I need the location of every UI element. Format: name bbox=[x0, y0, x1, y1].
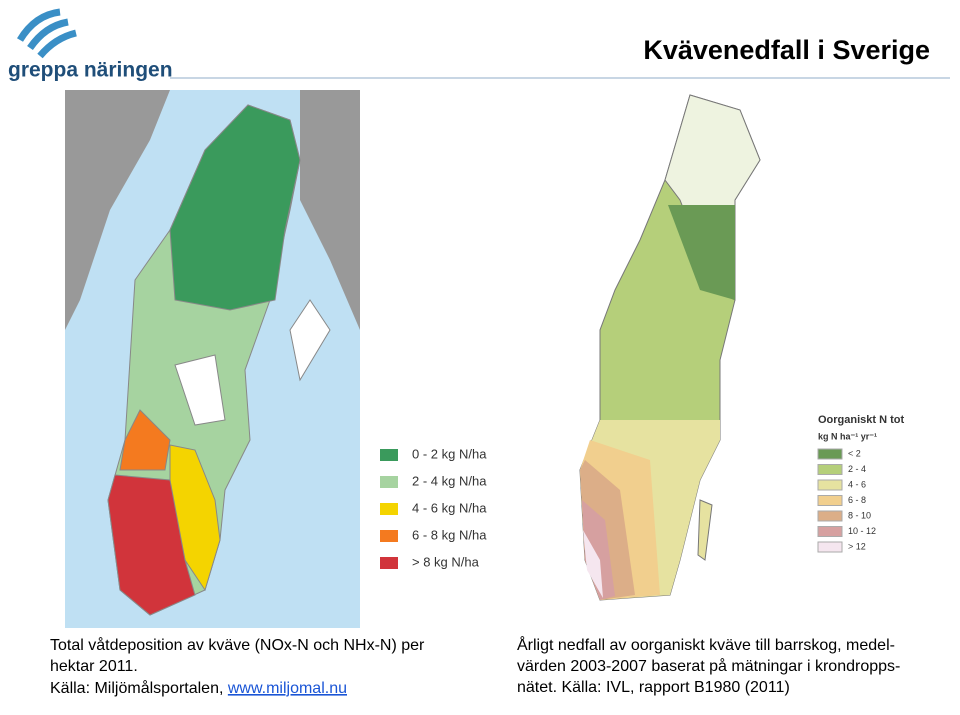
logo-arc bbox=[37, 29, 77, 59]
logo: greppa näringen bbox=[8, 8, 173, 82]
region-island bbox=[289, 299, 331, 382]
region-lt2 bbox=[668, 205, 735, 300]
legend-swatch bbox=[817, 510, 843, 522]
legend-swatch bbox=[380, 476, 398, 488]
caption-line: Total våtdeposition av kväve (NOx-N och … bbox=[50, 636, 425, 654]
logo-arc bbox=[16, 8, 61, 42]
caption-line: nätet. Källa: IVL, rapport B1980 (2011) bbox=[517, 679, 790, 696]
legend-label: < 2 bbox=[848, 448, 861, 458]
legend-swatch bbox=[380, 530, 398, 542]
left-map bbox=[65, 90, 360, 628]
right-legend: < 2 2 - 4 4 - 6 6 - 8 8 - 10 10 - 12 > 12 bbox=[817, 448, 876, 553]
finland bbox=[300, 90, 360, 330]
norway bbox=[65, 90, 170, 330]
left-legend: 0 - 2 kg N/ha 2 - 4 kg N/ha 4 - 6 kg N/ha 6… bbox=[372, 440, 502, 580]
right-legend-title: Oorganiskt N tot bbox=[818, 414, 905, 426]
left-caption: Total våtdeposition av kväve (NOx-N och … bbox=[50, 636, 425, 697]
legend-swatch bbox=[380, 449, 398, 461]
logo-arc bbox=[27, 18, 69, 51]
right-map bbox=[579, 94, 761, 601]
legend-label: 4 - 6 kg N/ha bbox=[412, 500, 487, 515]
legend-swatch bbox=[380, 503, 398, 515]
legend-label: > 8 kg N/ha bbox=[412, 554, 480, 569]
region-orange bbox=[119, 409, 171, 471]
legend-swatch bbox=[817, 479, 843, 491]
legend-label: 2 - 4 kg N/ha bbox=[412, 473, 487, 488]
legend-swatch bbox=[817, 541, 843, 553]
caption-line: Årligt nedfall av oorganiskt kväve till … bbox=[517, 635, 895, 654]
region-red bbox=[107, 474, 196, 616]
legend-swatch bbox=[380, 557, 398, 569]
legend-swatch bbox=[817, 448, 843, 460]
legend-swatch bbox=[817, 526, 843, 537]
legend-label: 2 - 4 bbox=[848, 464, 866, 474]
caption-line: hektar 2011. bbox=[50, 658, 138, 675]
right-caption: Årligt nedfall av oorganiskt kväve till … bbox=[517, 635, 900, 696]
gotland bbox=[697, 499, 713, 561]
legend-swatch bbox=[817, 464, 843, 475]
caption-line: värden 2003-2007 baserat på mätningar i … bbox=[517, 657, 900, 675]
source-text: Källa: Miljömålsportalen, bbox=[50, 679, 228, 697]
region-white bbox=[174, 354, 226, 426]
legend-label: 8 - 10 bbox=[848, 510, 871, 520]
right-legend-unit: kg N ha⁻¹ yr⁻¹ bbox=[818, 431, 877, 441]
region-north bbox=[169, 104, 301, 311]
legend-label: 0 - 2 kg N/ha bbox=[412, 446, 487, 461]
legend-label: 6 - 8 bbox=[848, 495, 866, 505]
legend-swatch bbox=[817, 495, 843, 506]
legend-label: 6 - 8 kg N/ha bbox=[412, 527, 487, 542]
region-gt12 bbox=[583, 530, 603, 598]
legend-label: 4 - 6 bbox=[848, 479, 866, 489]
legend-label: 10 - 12 bbox=[848, 526, 876, 536]
region-10-12 bbox=[582, 500, 615, 600]
slide-title: Kvävenedfall i Sverige bbox=[643, 35, 930, 65]
source-link[interactable]: www.miljomal.nu bbox=[227, 680, 347, 697]
logo-text: greppa näringen bbox=[8, 59, 173, 82]
legend-label: > 12 bbox=[848, 541, 866, 551]
caption-source: Källa: Miljömålsportalen, www.miljomal.n… bbox=[50, 679, 347, 697]
